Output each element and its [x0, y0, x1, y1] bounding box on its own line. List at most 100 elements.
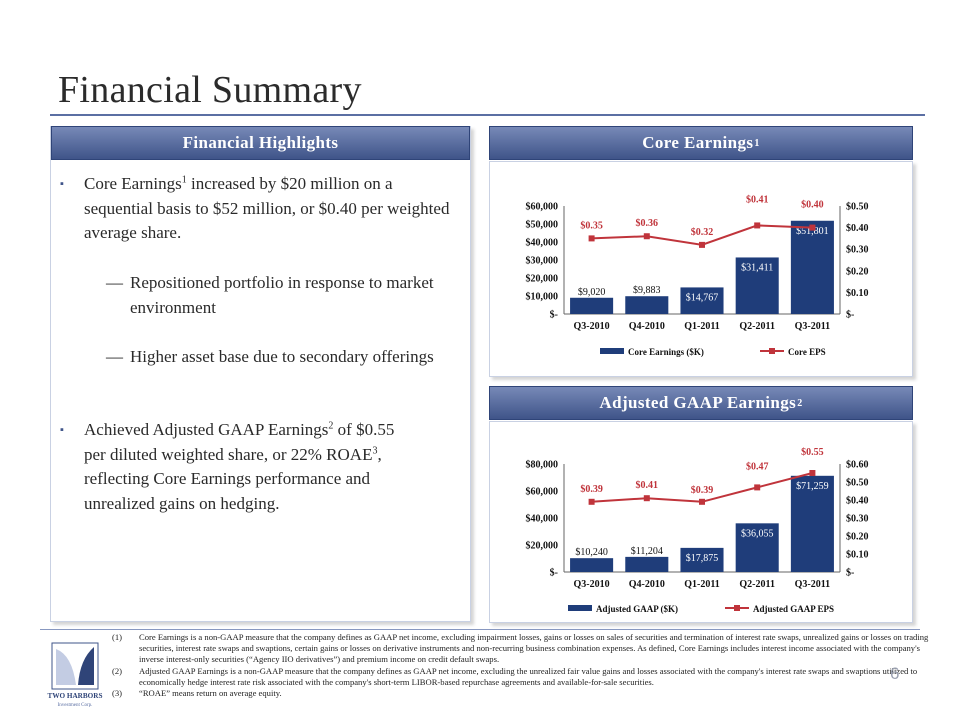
- adjusted-gaap-title: Adjusted GAAP Earnings: [599, 393, 797, 412]
- y-right-tick-label: $0.10: [846, 288, 869, 299]
- core-earnings-chart-box: $- $10,000 $20,000 $30,000 $40,000 $50,000 $60…: [489, 161, 913, 377]
- eps-point: [754, 222, 761, 229]
- financial-highlights-panel: [50, 126, 471, 622]
- adjusted-gaap-header: Adjusted GAAP Earnings 2: [489, 386, 913, 420]
- bar-value-label: $9,883: [633, 285, 661, 296]
- legend-line-marker: [734, 605, 740, 611]
- y-right-tick-label: $0.60: [846, 460, 869, 471]
- adjusted-gaap-chart: $- $20,000 $40,000 $60,000 $80,000 $- $0.10 $0.…: [526, 447, 869, 614]
- bar-value-label: $14,767: [686, 292, 719, 303]
- y-right-tick-label: $0.30: [846, 514, 869, 525]
- bar: [790, 220, 834, 314]
- logo-name: TWO HARBORS: [48, 692, 103, 700]
- title-divider: [50, 114, 925, 116]
- eps-value-label: $0.55: [801, 447, 824, 458]
- footnote-ref: 1: [754, 137, 760, 149]
- eps-value-label: $0.40: [801, 200, 824, 211]
- footnote-ref: 3: [372, 444, 378, 456]
- text-run: of $0.55 per diluted weighted share, or …: [84, 420, 395, 464]
- bar: [625, 296, 669, 314]
- y-right-tick-label: $-: [846, 568, 854, 579]
- y-right-tick-label: $0.20: [846, 266, 869, 277]
- bar-value-label: $11,204: [631, 546, 663, 557]
- x-tick-label: Q1-2011: [684, 579, 720, 590]
- y-left-tick-label: $10,000: [526, 292, 559, 303]
- y-left-tick-label: $60,000: [526, 487, 559, 498]
- x-tick-label: Q3-2010: [574, 579, 610, 590]
- y-left-tick-label: $30,000: [526, 256, 559, 267]
- eps-value-label: $0.39: [580, 484, 603, 495]
- eps-point: [643, 233, 650, 240]
- legend-bar-label: Adjusted GAAP ($K): [596, 604, 678, 614]
- logo-subtitle: Investment Corp.: [58, 703, 93, 708]
- legend-bar-swatch: [568, 605, 592, 611]
- financial-highlights-header: Financial Highlights: [51, 126, 470, 160]
- y-left-tick-label: $80,000: [526, 460, 559, 471]
- x-tick-label: Q4-2010: [629, 579, 665, 590]
- x-tick-label: Q2-2011: [739, 321, 775, 332]
- footnotes: (1) Core Earnings is a non-GAAP measure t…: [112, 632, 942, 699]
- text-run: Achieved Adjusted GAAP Earnings: [84, 420, 329, 439]
- core-earnings-chart: $- $10,000 $20,000 $30,000 $40,000 $50,000 $60…: [526, 194, 869, 357]
- bar: [735, 257, 779, 314]
- eps-point: [643, 495, 650, 502]
- y-right-tick-label: $0.10: [846, 550, 869, 561]
- bar: [625, 556, 669, 572]
- bar-value-label: $51,801: [796, 226, 829, 237]
- bar-value-label: $17,875: [686, 553, 719, 564]
- square-bullet-icon: ▪: [60, 178, 64, 190]
- footnote-number: (3): [112, 688, 123, 699]
- dash-icon: —: [106, 273, 123, 292]
- eps-point: [588, 235, 595, 242]
- bar: [735, 523, 779, 572]
- eps-value-label: $0.41: [636, 480, 659, 491]
- y-left-tick-label: $50,000: [526, 220, 559, 231]
- eps-value-label: $0.39: [691, 485, 714, 496]
- bar: [680, 547, 724, 572]
- eps-point: [588, 498, 595, 505]
- core-earnings-header: Core Earnings 1: [489, 126, 913, 160]
- footnote-text: “ROAE” means return on average equity.: [139, 688, 282, 699]
- financial-highlights-title: Financial Highlights: [182, 133, 339, 152]
- footnote-number: (1): [112, 632, 123, 642]
- legend-bar-label: Core Earnings ($K): [628, 347, 704, 357]
- two-harbors-logo-icon: TWO HARBORS Investment Corp.: [48, 642, 103, 708]
- y-left-tick-label: $60,000: [526, 202, 559, 213]
- y-right-tick-label: $-: [846, 310, 854, 321]
- eps-point: [699, 498, 705, 505]
- dash-icon: —: [106, 347, 123, 366]
- sub-bullet-asset-base: — Higher asset base due to secondary off…: [106, 345, 466, 370]
- y-left-tick-label: $-: [550, 310, 558, 321]
- bar-value-label: $10,240: [575, 547, 608, 558]
- y-left-tick-label: $20,000: [526, 541, 559, 552]
- eps-point: [809, 224, 816, 231]
- text-run: Core Earnings: [84, 174, 182, 193]
- text-run: , reflecting Core Earnings performance a…: [84, 444, 382, 513]
- core-earnings-title: Core Earnings: [642, 133, 754, 152]
- y-right-tick-label: $0.40: [846, 223, 869, 234]
- eps-point: [809, 470, 816, 476]
- legend-line-marker: [769, 348, 775, 354]
- adjusted-gaap-chart-box: $- $20,000 $40,000 $60,000 $80,000 $- $0.10 $0.…: [489, 421, 913, 623]
- y-left-tick-label: $40,000: [526, 238, 559, 249]
- footer-divider: [40, 629, 920, 630]
- y-left-tick-label: $40,000: [526, 514, 559, 525]
- bar-value-label: $71,259: [796, 481, 829, 492]
- x-tick-label: Q3-2011: [795, 321, 831, 332]
- text-run: increased by $20 million on a sequential…: [84, 174, 450, 242]
- page-number: 6: [890, 664, 900, 683]
- eps-value-label: $0.47: [746, 461, 769, 472]
- page-title: Financial Summary: [58, 69, 362, 111]
- bar: [790, 475, 834, 572]
- bar: [570, 297, 614, 314]
- footnote-ref: 1: [181, 174, 187, 186]
- sub-bullet-repositioned: — Repositioned portfolio in response to …: [106, 271, 466, 320]
- y-left-tick-label: $20,000: [526, 274, 559, 285]
- y-right-tick-label: $0.30: [846, 245, 869, 256]
- highlight-bullet-adjusted-gaap: ▪ Achieved Adjusted GAAP Earnings2 of $0…: [60, 418, 460, 516]
- x-tick-label: Q1-2011: [684, 321, 720, 332]
- footnote-3: (3) “ROAE” means return on average equity…: [112, 688, 942, 699]
- legend-bar-swatch: [600, 348, 624, 354]
- sub-bullet-text: Higher asset base due to secondary offer…: [130, 347, 434, 366]
- y-right-tick-label: $0.20: [846, 532, 869, 543]
